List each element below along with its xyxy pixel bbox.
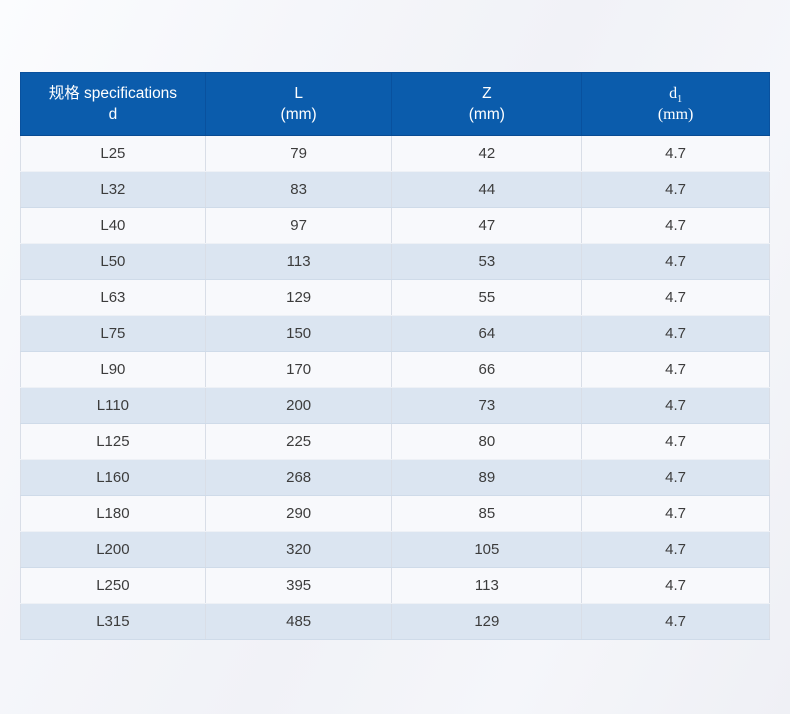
table-row: L110 200 73 4.7 xyxy=(20,387,770,424)
spec-cell-d1: 4.7 xyxy=(581,243,770,280)
spec-cell-Z: 80 xyxy=(391,423,583,460)
spec-cell-d: L110 xyxy=(20,387,206,424)
table-row: L250 395 113 4.7 xyxy=(20,567,770,604)
header-spec-line2: d xyxy=(108,106,118,123)
spec-cell-d: L250 xyxy=(20,567,206,604)
spec-cell-d1: 4.7 xyxy=(581,603,770,640)
spec-cell-Z: 42 xyxy=(391,135,583,172)
spec-cell-Z: 44 xyxy=(391,171,583,208)
header-cell-Z: Z (mm) xyxy=(391,72,583,136)
header-Z-line2: (mm) xyxy=(468,106,505,123)
spec-cell-d1: 4.7 xyxy=(581,315,770,352)
spec-cell-d1: 4.7 xyxy=(581,387,770,424)
table-row: L50 113 53 4.7 xyxy=(20,243,770,280)
header-spec-line1: 规格 specifications xyxy=(48,85,178,102)
table-row: L200 320 105 4.7 xyxy=(20,531,770,568)
spec-cell-d1: 4.7 xyxy=(581,351,770,388)
table-row: L315 485 129 4.7 xyxy=(20,603,770,640)
spec-cell-L: 225 xyxy=(204,423,393,460)
header-cell-L: L (mm) xyxy=(204,72,393,136)
spec-cell-d: L63 xyxy=(20,279,206,316)
spec-cell-Z: 129 xyxy=(391,603,583,640)
spec-cell-d: L40 xyxy=(20,207,206,244)
spec-cell-L: 268 xyxy=(204,459,393,496)
spec-cell-d1: 4.7 xyxy=(581,207,770,244)
spec-cell-L: 79 xyxy=(204,135,393,172)
spec-cell-L: 320 xyxy=(204,531,393,568)
spec-cell-Z: 85 xyxy=(391,495,583,532)
spec-cell-d: L180 xyxy=(20,495,206,532)
spec-cell-Z: 64 xyxy=(391,315,583,352)
spec-cell-d: L315 xyxy=(20,603,206,640)
header-d1-line2: (mm) xyxy=(657,106,694,123)
spec-cell-Z: 89 xyxy=(391,459,583,496)
spec-cell-L: 97 xyxy=(204,207,393,244)
table-row: L40 97 47 4.7 xyxy=(20,207,770,244)
spec-cell-d: L50 xyxy=(20,243,206,280)
spec-cell-d: L160 xyxy=(20,459,206,496)
spec-cell-L: 170 xyxy=(204,351,393,388)
spec-cell-d1: 4.7 xyxy=(581,135,770,172)
spec-cell-d1: 4.7 xyxy=(581,171,770,208)
spec-cell-L: 395 xyxy=(204,567,393,604)
table-row: L32 83 44 4.7 xyxy=(20,171,770,208)
spec-cell-L: 200 xyxy=(204,387,393,424)
spec-cell-Z: 53 xyxy=(391,243,583,280)
header-row: 规格 specifications d L (mm) Z (mm) d1 (mm… xyxy=(20,72,770,136)
header-d1-letter: d xyxy=(669,85,678,102)
spec-cell-Z: 47 xyxy=(391,207,583,244)
table-row: L90 170 66 4.7 xyxy=(20,351,770,388)
spec-table: 规格 specifications d L (mm) Z (mm) d1 (mm… xyxy=(20,72,770,640)
spec-cell-d1: 4.7 xyxy=(581,495,770,532)
header-cell-d1: d1 (mm) xyxy=(581,72,770,136)
spec-cell-d: L32 xyxy=(20,171,206,208)
header-d1-subscript: 1 xyxy=(677,94,683,106)
spec-cell-d: L25 xyxy=(20,135,206,172)
table-row: L63 129 55 4.7 xyxy=(20,279,770,316)
header-L-line2: (mm) xyxy=(280,106,317,123)
spec-cell-d: L90 xyxy=(20,351,206,388)
spec-cell-L: 485 xyxy=(204,603,393,640)
header-d1-line1: d1 xyxy=(582,83,769,106)
spec-cell-L: 113 xyxy=(204,243,393,280)
spec-cell-d1: 4.7 xyxy=(581,423,770,460)
header-Z-line1: Z xyxy=(482,85,492,102)
table-row: L125 225 80 4.7 xyxy=(20,423,770,460)
header-L-line1: L xyxy=(294,85,303,102)
spec-cell-L: 150 xyxy=(204,315,393,352)
header-cell-spec-d: 规格 specifications d xyxy=(20,72,206,136)
spec-cell-Z: 66 xyxy=(391,351,583,388)
spec-cell-Z: 55 xyxy=(391,279,583,316)
spec-cell-d1: 4.7 xyxy=(581,279,770,316)
spec-cell-L: 290 xyxy=(204,495,393,532)
table-row: L160 268 89 4.7 xyxy=(20,459,770,496)
spec-cell-d: L200 xyxy=(20,531,206,568)
table-row: L180 290 85 4.7 xyxy=(20,495,770,532)
spec-cell-Z: 105 xyxy=(391,531,583,568)
spec-cell-d: L125 xyxy=(20,423,206,460)
spec-cell-d: L75 xyxy=(20,315,206,352)
spec-cell-d1: 4.7 xyxy=(581,531,770,568)
spec-cell-Z: 73 xyxy=(391,387,583,424)
spec-table-header: 规格 specifications d L (mm) Z (mm) d1 (mm… xyxy=(20,72,770,136)
spec-cell-Z: 113 xyxy=(391,567,583,604)
spec-table-body: L25 79 42 4.7 L32 83 44 4.7 L40 97 47 4.7 L50 113 53 4.… xyxy=(20,135,770,640)
spec-cell-L: 83 xyxy=(204,171,393,208)
table-row: L75 150 64 4.7 xyxy=(20,315,770,352)
spec-cell-L: 129 xyxy=(204,279,393,316)
spec-cell-d1: 4.7 xyxy=(581,567,770,604)
table-row: L25 79 42 4.7 xyxy=(20,135,770,172)
spec-cell-d1: 4.7 xyxy=(581,459,770,496)
